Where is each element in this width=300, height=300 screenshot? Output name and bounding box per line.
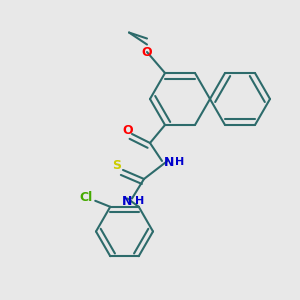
- Text: O: O: [122, 124, 133, 137]
- Text: N: N: [122, 195, 133, 208]
- Text: H: H: [176, 158, 184, 167]
- Text: S: S: [112, 159, 122, 172]
- Text: N: N: [164, 156, 175, 169]
- Text: O: O: [142, 46, 152, 59]
- Text: H: H: [135, 196, 144, 206]
- Text: Cl: Cl: [80, 191, 93, 204]
